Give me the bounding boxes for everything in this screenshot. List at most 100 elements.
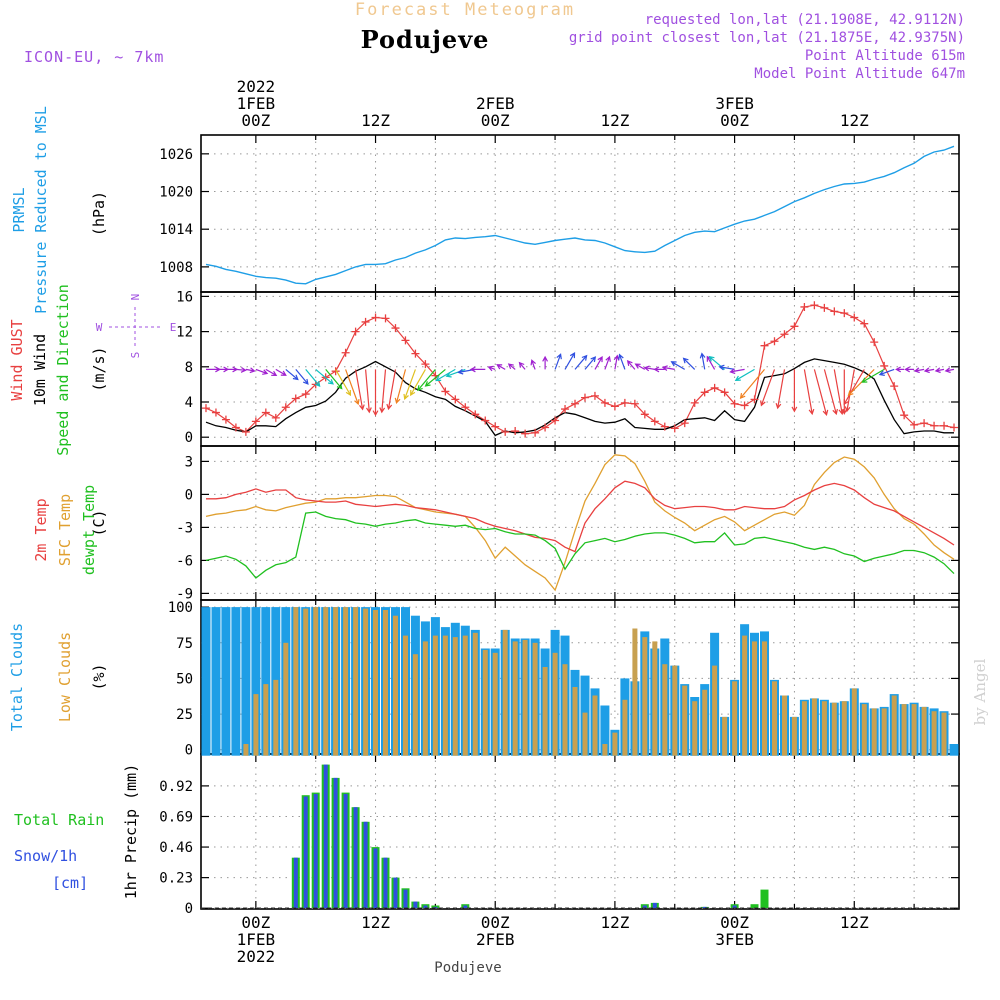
bottom-time-label: 00Z xyxy=(241,913,270,932)
wind-arrow xyxy=(604,355,611,370)
y-axis-unit: (hPa) xyxy=(90,191,108,236)
low-cloud-bar xyxy=(841,701,847,756)
gust-marker xyxy=(391,324,400,333)
low-cloud-bar xyxy=(742,635,748,756)
wind-arrow xyxy=(372,369,379,417)
wind-arrow xyxy=(843,369,865,406)
gust-marker xyxy=(421,360,430,369)
y-tick-label: 8 xyxy=(185,360,193,376)
total-cloud-bar xyxy=(261,607,271,756)
gust-marker xyxy=(800,302,809,311)
wind-arrow xyxy=(365,369,372,414)
gust-marker xyxy=(650,417,659,426)
gust-marker xyxy=(920,419,929,428)
gust-marker xyxy=(481,416,490,425)
wind-arrow xyxy=(305,369,321,387)
wind-arrow xyxy=(760,369,776,407)
gust-marker xyxy=(451,395,460,404)
top-time-label: 12Z xyxy=(840,111,869,130)
y-tick-label: 0 xyxy=(185,743,193,759)
low-cloud-bar xyxy=(712,665,718,756)
dewpt-line xyxy=(205,511,955,579)
temp2m-line xyxy=(206,480,955,553)
y-tick-label: 0.92 xyxy=(159,779,193,795)
low-cloud-bar xyxy=(881,708,887,756)
low-cloud-bar xyxy=(343,607,349,756)
location-title: Podujeve xyxy=(361,25,490,54)
y-tick-label: -9 xyxy=(176,586,193,602)
top-time-label: 2FEB xyxy=(476,94,515,113)
wind-arrow xyxy=(564,352,576,370)
bottom-time-label: 12Z xyxy=(600,913,629,932)
snow-bar xyxy=(413,901,418,908)
low-cloud-bar xyxy=(871,708,877,756)
gust-marker xyxy=(571,399,580,408)
panel-3: -9 -6 -3 0 3 (C) xyxy=(90,445,960,602)
gust-marker xyxy=(720,388,729,397)
panel-frame xyxy=(200,753,960,910)
gust-marker xyxy=(810,301,819,310)
gust-marker xyxy=(640,410,649,419)
total-cloud-bar xyxy=(949,744,959,756)
wind-arrow xyxy=(584,356,597,370)
wind-arrow xyxy=(718,364,735,371)
gust-marker xyxy=(291,394,300,403)
low-cloud-bar xyxy=(861,704,867,756)
low-cloud-bar xyxy=(293,607,299,756)
low-cloud-bar xyxy=(472,632,478,756)
wind-arrow xyxy=(699,352,706,370)
gust-marker xyxy=(910,420,919,429)
pressure-line xyxy=(205,145,955,285)
model-altitude: Model Point Altitude 647m xyxy=(754,66,965,82)
wind-arrow xyxy=(803,369,815,416)
snow-bar xyxy=(423,905,428,908)
wind-arrow xyxy=(823,369,838,416)
gust-marker xyxy=(730,399,739,408)
credit-text: by Angel xyxy=(971,658,989,725)
gust-label: Wind GUST xyxy=(8,319,26,400)
wind-arrow xyxy=(670,361,686,370)
gust-marker xyxy=(381,314,390,323)
low-cloud-bar xyxy=(273,679,279,756)
wind-arrow xyxy=(661,365,675,371)
gust-marker xyxy=(700,388,709,397)
wind-arrow xyxy=(913,367,925,374)
low-cloud-bar xyxy=(762,641,767,756)
gust-marker xyxy=(940,421,949,430)
low-cloud-bar xyxy=(502,629,508,756)
snow-bar xyxy=(363,821,368,908)
y-tick-label: -6 xyxy=(176,553,193,569)
gust-marker xyxy=(750,395,759,404)
low-cloud-bar xyxy=(393,615,398,756)
footer-location: Podujeve xyxy=(434,960,501,976)
gust-marker xyxy=(680,419,689,428)
gust-marker xyxy=(521,429,530,438)
bottom-time-label: 12Z xyxy=(840,913,869,932)
total-cloud-bar xyxy=(241,607,251,756)
low-cloud-bar xyxy=(632,628,638,756)
dewpt-label: dewpt Temp xyxy=(80,485,98,575)
low-cloud-bar xyxy=(403,635,408,756)
gust-marker xyxy=(770,337,779,346)
gust-marker xyxy=(670,424,679,433)
top-time-label: 00Z xyxy=(481,111,510,130)
gust-marker xyxy=(331,367,340,376)
snow-bar xyxy=(393,877,398,908)
wind-arrow xyxy=(295,369,309,385)
snow-bar xyxy=(383,857,388,908)
low-cloud-bar xyxy=(901,704,907,756)
low-cloud-bar xyxy=(811,698,817,756)
top-time-label: 00Z xyxy=(720,111,749,130)
total-cloud-bar xyxy=(600,705,610,756)
snow-bar xyxy=(652,902,657,908)
total-cloud-bar xyxy=(221,607,231,756)
y-axis-unit: (C) xyxy=(90,509,108,536)
low-cloud-bar xyxy=(313,607,319,756)
gust-marker xyxy=(251,417,260,426)
low-cloud-bar xyxy=(333,607,339,756)
gust-marker xyxy=(780,330,789,339)
low-cloud-bar xyxy=(442,635,448,756)
wind-arrow xyxy=(265,368,278,377)
